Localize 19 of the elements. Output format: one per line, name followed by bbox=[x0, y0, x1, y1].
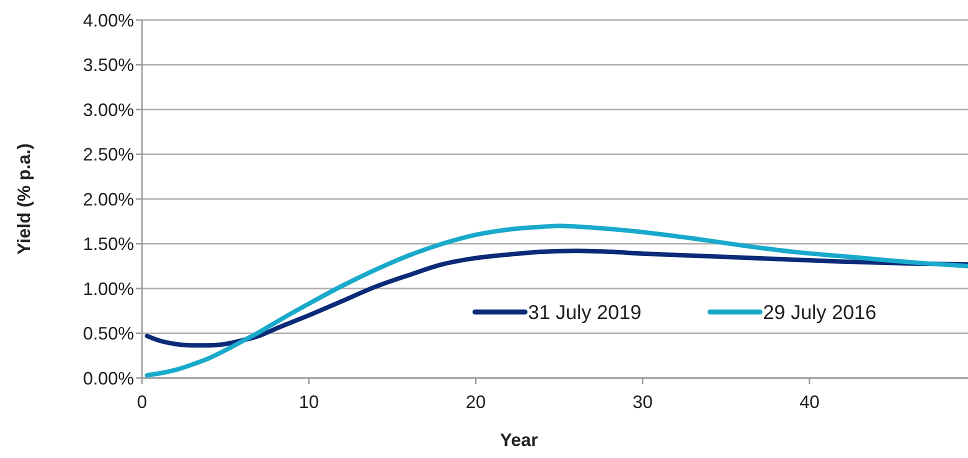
y-tick-label: 2.50% bbox=[82, 144, 134, 165]
y-tick-label: 3.00% bbox=[82, 100, 134, 120]
legend-label: 31 July 2019 bbox=[528, 302, 642, 324]
x-axis-title: Year bbox=[500, 430, 538, 450]
y-tick-label: 2.00% bbox=[82, 189, 134, 210]
y-tick-label: 0.50% bbox=[82, 324, 134, 344]
y-tick-label: 4.00% bbox=[82, 10, 134, 30]
x-tick-label: 20 bbox=[466, 392, 486, 412]
y-axis-title: Yield (% p.a.) bbox=[14, 143, 34, 255]
y-tick-label: 0.00% bbox=[82, 368, 134, 388]
x-tick-label: 10 bbox=[298, 392, 319, 412]
y-tick-label: 1.50% bbox=[82, 234, 134, 254]
x-tick-label: 40 bbox=[799, 392, 820, 412]
x-tick-label: 30 bbox=[632, 392, 653, 412]
line-series bbox=[144, 224, 968, 378]
y-tick-label: 3.50% bbox=[82, 55, 134, 76]
x-tick-label: 0 bbox=[136, 392, 148, 412]
legend-label: 29 July 2016 bbox=[763, 302, 876, 324]
y-tick-label: 1.00% bbox=[82, 278, 134, 299]
